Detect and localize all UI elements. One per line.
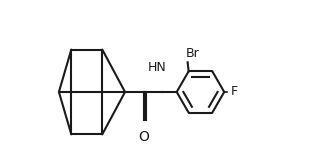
Text: O: O: [138, 130, 149, 144]
Text: F: F: [230, 85, 237, 98]
Text: Br: Br: [185, 47, 199, 60]
Text: HN: HN: [148, 61, 166, 74]
